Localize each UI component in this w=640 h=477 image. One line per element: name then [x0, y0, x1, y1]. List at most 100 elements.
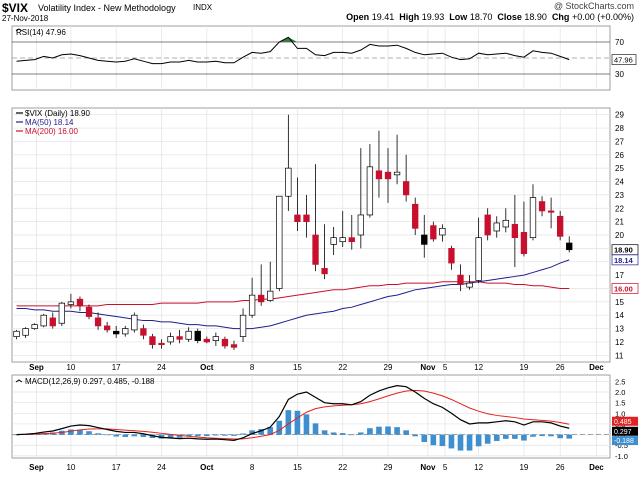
close-value: 18.90 — [524, 12, 547, 22]
price-value-tag — [611, 254, 639, 266]
candle-body — [294, 214, 301, 222]
watermark: @ StockCharts.com — [553, 1, 634, 11]
x-tick-label-price: Sep — [29, 363, 44, 372]
price-y-tick-label: 29 — [615, 111, 624, 120]
macd-y-tick-label: -1.0 — [615, 452, 628, 461]
x-tick-label-price: 19 — [519, 363, 528, 372]
candle-body — [285, 167, 292, 197]
candle-body — [103, 325, 111, 331]
macd-histogram-bar — [194, 434, 201, 437]
candle-body — [412, 203, 419, 229]
macd-histogram-bar — [13, 434, 20, 436]
candle-body — [502, 219, 509, 228]
candle-body — [13, 330, 20, 337]
macd-value-tag-text: 0.297 — [614, 429, 632, 436]
price-value-tag-text: 18.14 — [614, 256, 634, 265]
x-tick-label-macd: Oct — [200, 463, 214, 472]
price-y-tick-label: 17 — [615, 271, 624, 280]
macd-histogram-bar — [394, 427, 400, 435]
price-y-tick-label: 27 — [615, 137, 624, 146]
high-value: 19.93 — [421, 12, 445, 22]
macd-signal-line — [16, 389, 570, 440]
x-tick-label-macd: 29 — [384, 463, 393, 472]
candle-body — [312, 234, 319, 265]
candle-body — [76, 298, 84, 307]
x-tick-label-macd: Nov — [420, 463, 436, 472]
change-label: Chg — [551, 12, 570, 22]
x-tick-label-price: 5 — [443, 363, 448, 372]
price-legend-entry: MA(50) 18.14 — [25, 118, 74, 127]
candle-body — [185, 330, 192, 340]
low-label: Low — [449, 12, 468, 22]
macd-histogram-bar — [104, 434, 110, 436]
candle-body — [149, 336, 156, 345]
rsi-y-tick-label: 30 — [615, 70, 624, 79]
x-tick-label-price: Dec — [589, 363, 604, 372]
x-tick-label-price: 24 — [157, 363, 166, 372]
macd-histogram-bar — [276, 420, 283, 435]
candle-body — [421, 234, 428, 245]
price-value-tag-text: 16.00 — [614, 284, 633, 293]
candle-body — [230, 344, 238, 348]
macd-value-tag — [612, 416, 638, 426]
macd-histogram-bar — [339, 433, 346, 435]
price-y-tick-label: 11 — [615, 351, 624, 360]
macd-y-tick-label: 1.5 — [615, 399, 625, 408]
price-y-tick-label: 24 — [615, 178, 624, 187]
chart-header: $VIX Volatility Index - New Methodology … — [0, 0, 640, 24]
macd-y-tick-label: 1.0 — [615, 409, 625, 418]
rsi-value-tag — [611, 54, 637, 65]
candle-body — [248, 294, 256, 316]
macd-histogram-bar — [330, 432, 337, 435]
candle-body — [511, 223, 519, 239]
macd-histogram-bar — [367, 428, 373, 435]
macd-histogram-bar — [358, 432, 364, 435]
symbol: $VIX — [2, 1, 29, 15]
macd-histogram-bar — [303, 414, 310, 435]
price-y-tick-label: 13 — [615, 325, 624, 334]
macd-histogram-bar — [149, 434, 156, 438]
x-tick-label-price: Nov — [420, 363, 436, 372]
candle-body — [357, 214, 364, 236]
candle-body — [131, 314, 138, 331]
open-value: 19.41 — [371, 12, 395, 22]
candle-body — [493, 222, 500, 232]
macd-histogram-bar — [557, 434, 563, 439]
chart-date: 27-Nov-2018 — [2, 14, 49, 23]
candle-body — [529, 197, 537, 239]
candle-body — [330, 237, 337, 245]
candle-body — [393, 171, 401, 176]
x-tick-label-macd: 22 — [338, 463, 347, 472]
macd-histogram-bar — [466, 434, 473, 451]
macd-histogram-bar — [321, 430, 328, 435]
macd-histogram-bar — [95, 433, 101, 435]
macd-y-tick-label: -0.5 — [615, 441, 628, 450]
candle-body — [67, 301, 75, 305]
candle-body — [557, 215, 564, 237]
price-value-tag-text: 18.90 — [614, 246, 633, 255]
macd-histogram-bar — [222, 434, 228, 436]
candle-body — [339, 237, 346, 243]
candle-body — [547, 210, 555, 213]
open-label: Open — [346, 12, 370, 22]
candle-body — [258, 294, 265, 303]
candle-body — [348, 237, 355, 243]
macd-histogram-bar — [439, 434, 446, 447]
price-y-tick-label: 22 — [615, 204, 624, 213]
price-legend-entry: $VIX (Daily) 18.90 — [25, 109, 90, 118]
macd-label: MACD(12,26,9) 0.297, 0.485, -0.188 — [25, 377, 155, 386]
macd-histogram-bar — [185, 434, 192, 437]
close-label: Close — [497, 12, 522, 22]
price-y-tick-label: 14 — [615, 311, 624, 320]
candle-body — [366, 166, 374, 216]
x-tick-label-macd: 8 — [250, 463, 255, 472]
macd-value-tag-text: -0.188 — [614, 438, 634, 445]
macd-histogram-bar — [167, 434, 174, 439]
macd-histogram-bar — [86, 431, 92, 435]
x-tick-label-price: 26 — [556, 363, 565, 372]
exchange-label: INDX — [193, 3, 213, 12]
low-value: 18.70 — [469, 12, 493, 22]
x-tick-label-macd: 12 — [474, 463, 483, 472]
x-tick-label-macd: 17 — [112, 463, 121, 472]
macd-histogram-bar — [502, 434, 509, 439]
